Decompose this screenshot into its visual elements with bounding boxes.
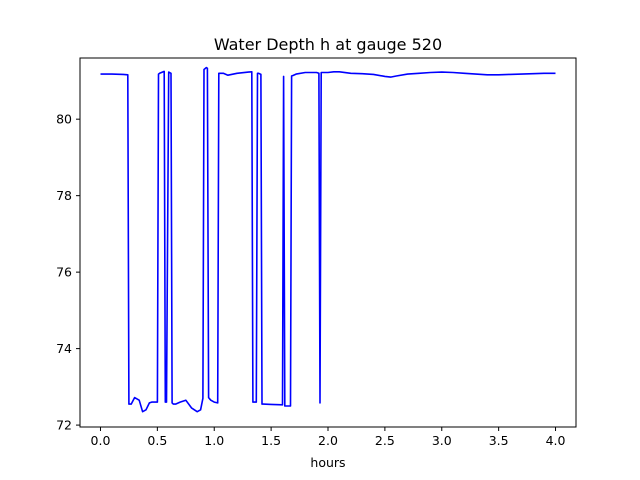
plot-frame bbox=[79, 57, 577, 428]
x-tick-label: 3.0 bbox=[432, 433, 452, 448]
x-tick-label: 0.0 bbox=[91, 433, 111, 448]
y-tick-label: 78 bbox=[56, 188, 72, 203]
x-tick-label: 1.5 bbox=[261, 433, 281, 448]
y-tick-label: 80 bbox=[56, 112, 72, 127]
series-line-0 bbox=[100, 66, 556, 413]
y-tick-label: 74 bbox=[56, 341, 72, 356]
x-tick-label: 3.5 bbox=[489, 433, 509, 448]
chart-title: Water Depth h at gauge 520 bbox=[214, 35, 442, 54]
x-axis-label: hours bbox=[310, 455, 345, 470]
x-tick-label: 0.5 bbox=[147, 433, 167, 448]
x-tick-label: 1.0 bbox=[204, 433, 224, 448]
y-axis: 72 74 76 78 80 bbox=[56, 112, 80, 433]
x-tick-label: 2.5 bbox=[375, 433, 395, 448]
y-tick-label: 76 bbox=[56, 265, 72, 280]
x-tick-label: 2.0 bbox=[318, 433, 338, 448]
x-tick-label: 4.0 bbox=[546, 433, 566, 448]
x-axis: 0.0 0.5 1.0 1.5 2.0 2.5 3.0 3.5 4.0 bbox=[91, 427, 566, 448]
plot-area bbox=[100, 66, 556, 413]
y-tick-label: 72 bbox=[56, 418, 72, 433]
